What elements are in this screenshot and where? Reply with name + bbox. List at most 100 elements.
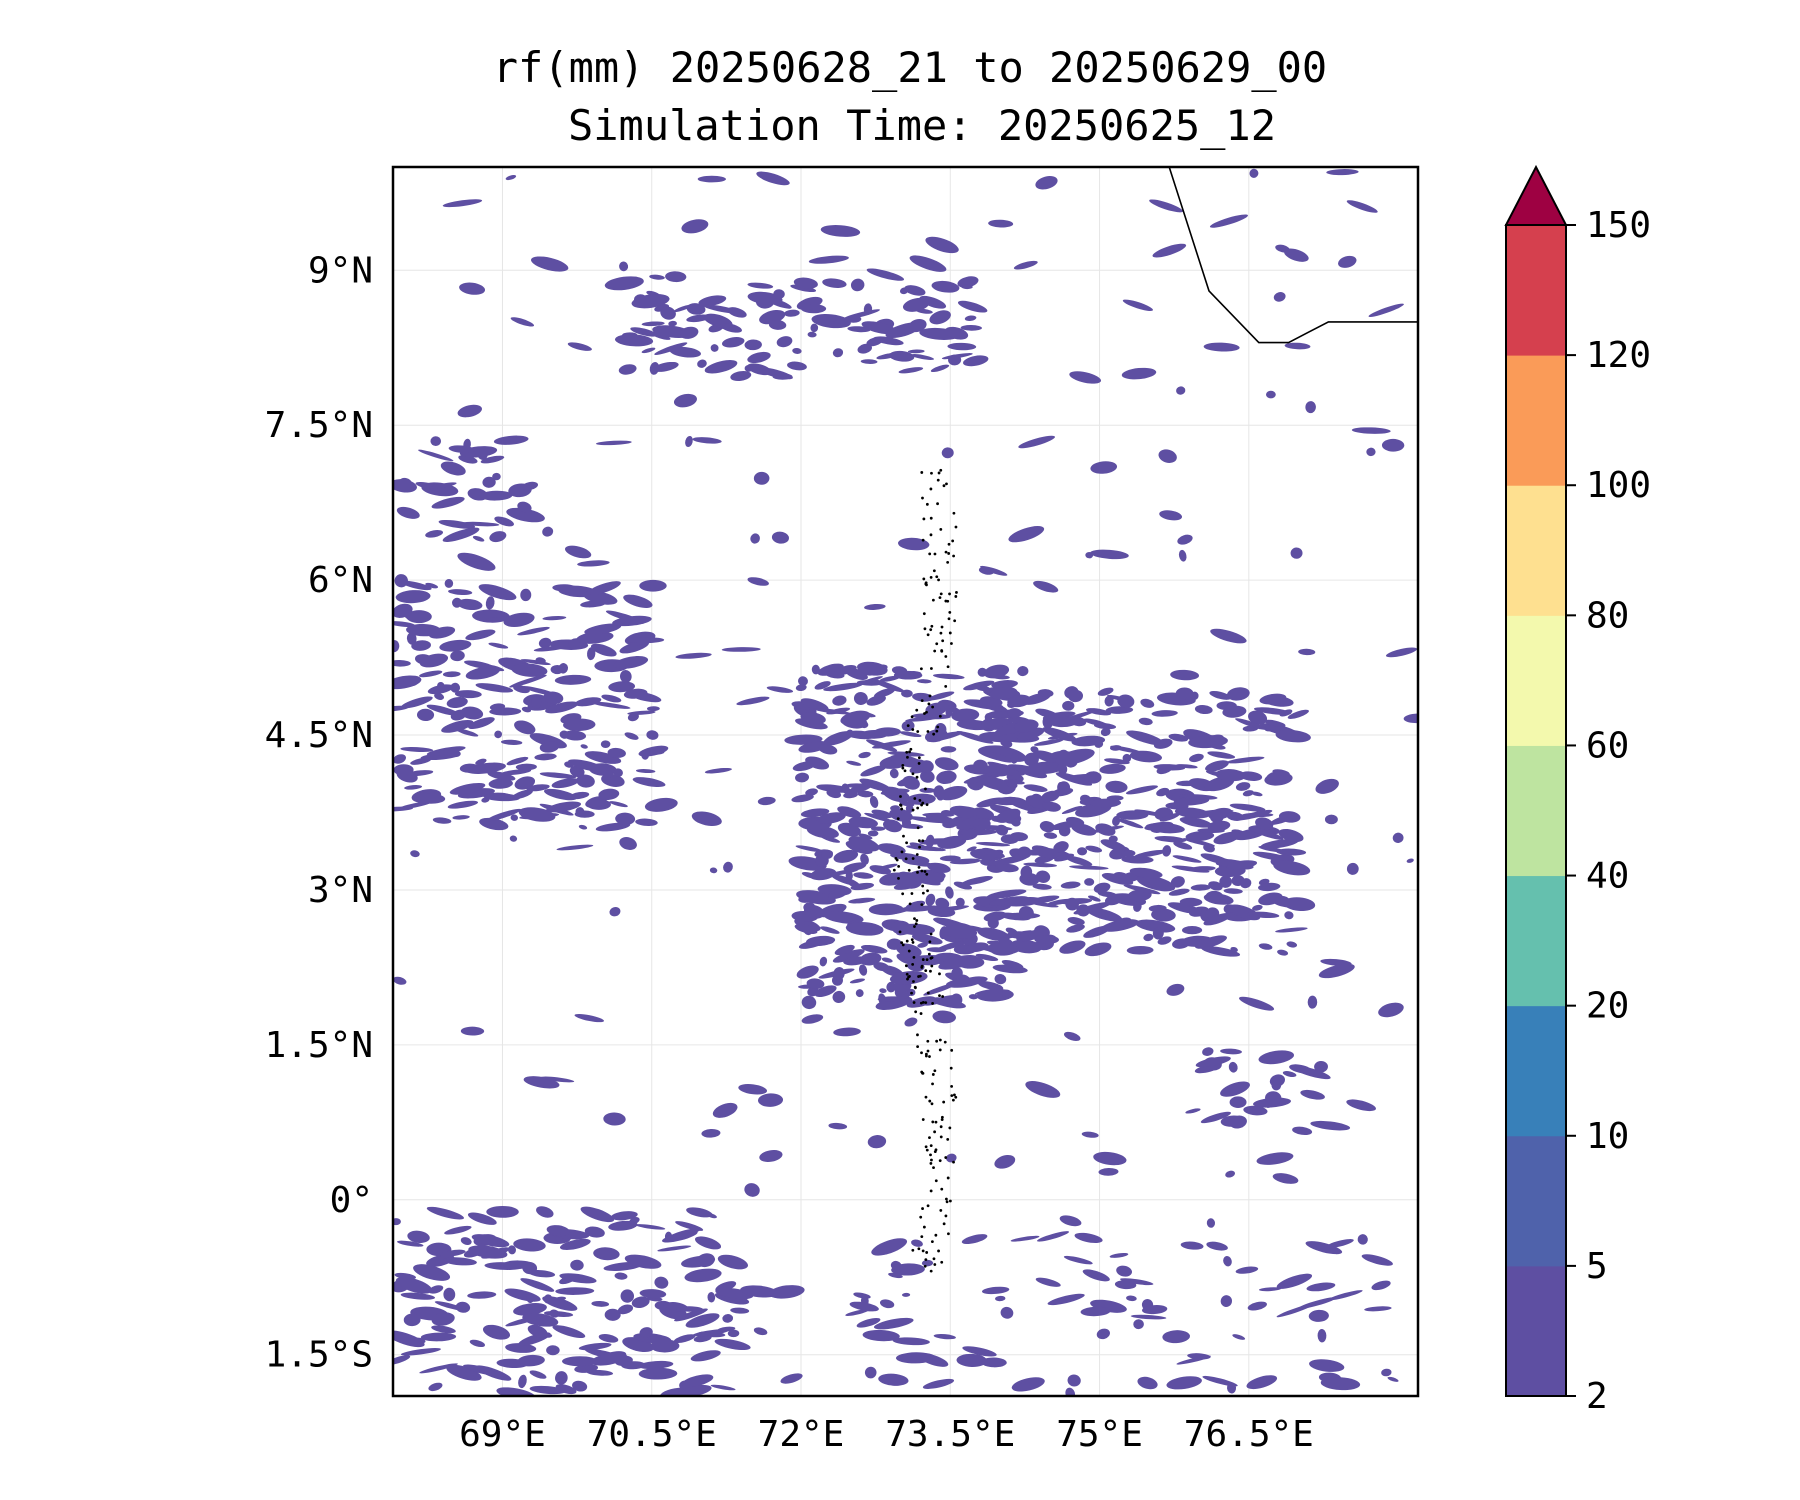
rain-cell	[888, 1272, 903, 1279]
rain-cell	[1009, 832, 1028, 842]
rain-cell	[1069, 371, 1102, 384]
rain-cell	[1276, 1273, 1313, 1289]
rain-cell	[627, 690, 662, 703]
rain-cell	[574, 810, 595, 818]
x-tick-label: 72°E	[758, 1414, 845, 1455]
atoll-dot	[908, 750, 911, 754]
rain-cell	[624, 1254, 662, 1269]
rain-cell	[1201, 946, 1241, 957]
rain-cell	[920, 770, 935, 783]
rain-cell	[889, 808, 913, 822]
rain-cell	[753, 471, 770, 485]
rain-cell	[590, 643, 617, 657]
rain-cell	[809, 868, 837, 881]
map-area: 69°E 70.5°E 72°E 73.5°E 75°E 76.5°E 9°N 7.5°N 6…	[265, 165, 1420, 1455]
rain-cell	[668, 320, 677, 327]
atoll-dot	[954, 595, 958, 598]
rain-cell	[854, 711, 876, 718]
rain-cell	[446, 696, 468, 709]
colorbar-segment	[1506, 615, 1566, 746]
rain-cell	[676, 1306, 704, 1312]
rain-cell	[814, 681, 831, 690]
rain-cell	[438, 519, 476, 529]
rain-cell	[819, 956, 828, 967]
rain-cell	[1381, 1368, 1392, 1377]
rain-cell	[542, 615, 567, 621]
rain-cell	[691, 811, 722, 827]
rain-cell	[983, 664, 1010, 679]
rain-cell	[1126, 1295, 1137, 1302]
rain-cell	[943, 925, 978, 939]
rain-cell	[995, 1295, 1006, 1302]
rain-cell	[1185, 831, 1215, 842]
rain-cell	[1133, 1319, 1144, 1330]
atoll-dot	[905, 939, 909, 943]
rain-cell	[1278, 828, 1304, 842]
rain-cell	[1226, 756, 1265, 764]
rain-cell	[1284, 342, 1311, 350]
rain-cell	[1273, 292, 1286, 302]
rain-cell	[957, 300, 988, 313]
atoll-dot	[931, 598, 935, 602]
rain-cell	[1016, 727, 1045, 741]
rain-cell	[784, 309, 800, 317]
atoll-dot	[929, 487, 933, 491]
rain-cell	[602, 770, 614, 778]
atoll-dot	[921, 958, 925, 961]
rain-cell	[393, 1355, 411, 1365]
atoll-dot	[942, 1222, 946, 1226]
rain-cell	[1151, 710, 1178, 717]
rain-cell	[1134, 849, 1168, 858]
rain-cell	[853, 872, 874, 879]
rain-cell	[941, 353, 973, 360]
rain-cell	[1166, 1376, 1202, 1390]
rain-cell	[527, 1324, 548, 1338]
atoll-dot	[931, 1073, 935, 1076]
rain-cell	[679, 1384, 712, 1396]
rain-cell	[1034, 925, 1050, 939]
rain-cell	[1328, 1290, 1363, 1301]
rain-cell	[545, 701, 579, 714]
atoll-dot	[905, 972, 909, 976]
rain-cell	[426, 1206, 464, 1220]
rain-cell	[1003, 779, 1025, 785]
rain-cell	[828, 887, 849, 900]
rain-cell	[635, 1224, 666, 1230]
atoll-dot	[931, 705, 935, 709]
rain-cell	[1063, 1255, 1093, 1265]
atoll-dot	[929, 1269, 933, 1273]
atoll-dot	[906, 724, 910, 728]
rain-cell	[721, 337, 745, 348]
atoll-dot	[921, 1249, 925, 1253]
rain-cell	[1236, 809, 1273, 821]
rain-cell	[1209, 734, 1224, 742]
atoll-dot	[911, 1248, 915, 1252]
atoll-dot	[916, 1045, 920, 1049]
rain-cell	[1207, 751, 1236, 759]
rain-cell	[1273, 860, 1311, 876]
rain-cell	[650, 1339, 680, 1353]
rain-cell	[1361, 1254, 1393, 1266]
rain-cell	[744, 339, 762, 351]
rain-cell	[988, 219, 1014, 228]
rain-cell	[985, 943, 1020, 955]
atoll-dot	[925, 803, 929, 807]
rain-cell	[886, 981, 897, 993]
rain-cell	[853, 691, 868, 705]
rain-cell	[638, 1367, 678, 1380]
atoll-dot	[940, 1115, 944, 1119]
rain-cell	[1206, 1218, 1216, 1228]
rain-cell	[744, 1183, 760, 1197]
atoll-dot	[947, 1232, 950, 1236]
rain-cell	[848, 836, 880, 852]
rain-cell	[674, 1308, 708, 1322]
rain-cell	[1176, 386, 1186, 395]
atoll-dot	[941, 639, 945, 643]
rain-cell	[539, 741, 560, 753]
rain-cell	[927, 731, 964, 742]
rain-cell	[1138, 717, 1153, 726]
atoll-dot	[955, 591, 958, 594]
rain-cell	[1240, 878, 1252, 889]
rain-cell	[465, 629, 496, 641]
rain-cell	[928, 872, 945, 884]
